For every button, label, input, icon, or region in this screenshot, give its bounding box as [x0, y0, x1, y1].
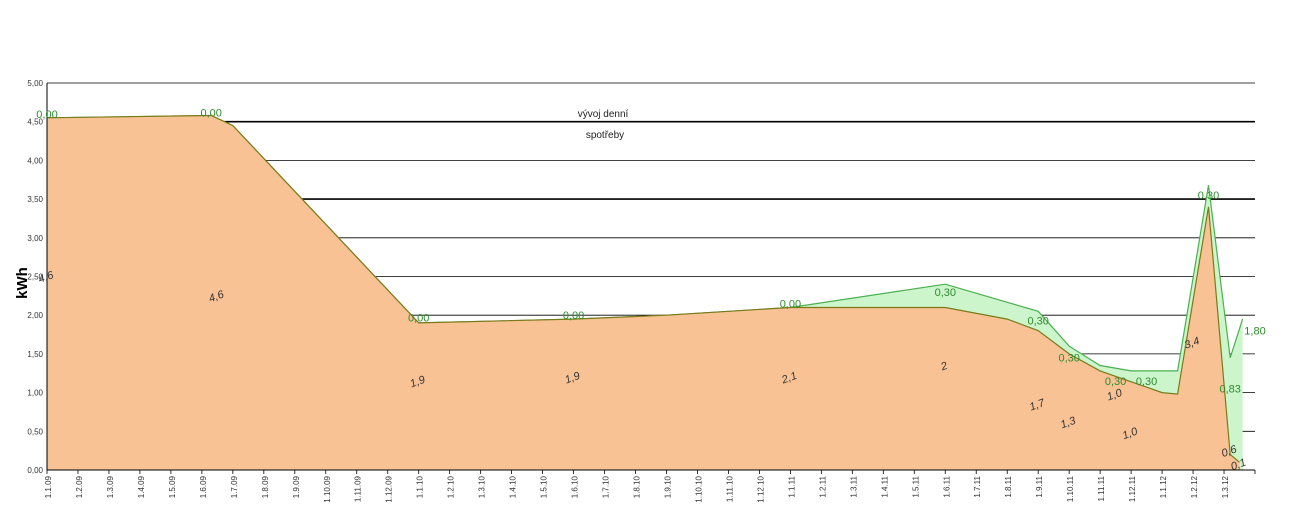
data-label-extra: 0,30	[1198, 190, 1219, 202]
x-tick-label: 1.11.10	[725, 475, 734, 502]
x-tick-label: 1.7.10	[602, 475, 611, 498]
data-label-extra: 0,30	[1058, 353, 1079, 365]
data-label-base: 1,7	[1028, 397, 1047, 414]
data-label-extra: 1,80	[1244, 326, 1265, 338]
chart-title-line-2: spotřeby	[586, 130, 624, 141]
x-tick-label: 1.9.10	[664, 475, 673, 498]
data-label-base: 1,0	[1105, 387, 1124, 404]
y-tick-label: 4,50	[27, 118, 43, 127]
area-base	[47, 115, 1240, 470]
data-label-extra: 0,30	[935, 287, 956, 299]
x-tick-label: 1.4.11	[880, 475, 889, 497]
x-tick-label: 1.3.09	[106, 475, 115, 498]
x-tick-label: 1.3.11	[849, 475, 858, 497]
y-tick-label: 2,00	[27, 311, 43, 320]
x-tick-label: 1.4.10	[509, 475, 518, 498]
data-label-base: 1,9	[563, 370, 581, 387]
y-tick-label: 2,50	[27, 273, 43, 282]
data-label-extra: 0,30	[1105, 376, 1126, 388]
y-tick-label: 3,00	[27, 234, 43, 243]
x-tick-label: 1.7.11	[973, 475, 982, 497]
x-tick-label: 1.3.12	[1221, 475, 1230, 498]
x-tick-label: 1.6.11	[942, 475, 951, 497]
x-tick-label: 1.12.11	[1128, 475, 1137, 502]
y-tick-label: 5,00	[27, 79, 43, 88]
x-tick-label: 1.2.10	[447, 475, 456, 498]
data-label-base: 1,9	[408, 374, 426, 391]
axes	[46, 83, 1256, 474]
x-tick-label: 1.10.10	[695, 475, 704, 502]
data-labels: 4,6 4,6 1,9 1,9 2,1 2 1,7 1,3 1,0 1,0 3,4 0,60,1 0,0…	[36, 107, 1265, 473]
x-tick-labels: 1.1.09 1.2.09 1.3.09 1.4.09 1.5.09 1.6.09 1.7.…	[44, 475, 1230, 502]
data-label-extra: 0,00	[780, 299, 801, 311]
x-tick-label: 1.12.10	[756, 475, 765, 502]
x-tick-label: 1.12.09	[385, 475, 394, 502]
x-tick-label: 1.1.10	[416, 475, 425, 498]
data-label-extra: 0,30	[1136, 376, 1157, 388]
x-tick-label: 1.4.09	[137, 475, 146, 498]
data-label-extra: 0,00	[408, 312, 429, 324]
area-outline-base	[46, 114, 1240, 463]
data-label-extra: 0,30	[1027, 316, 1048, 328]
x-tick-label: 1.8.10	[633, 475, 642, 498]
data-label-base: 1,3	[1059, 415, 1078, 432]
data-label-base: 1,0	[1121, 425, 1140, 442]
y-axis-label: kWh	[14, 267, 31, 299]
y-tick-label: 1,50	[27, 350, 43, 359]
x-tick-label: 1.10.11	[1066, 475, 1075, 502]
y-tick-label: 1,00	[27, 389, 43, 398]
x-tick-label: 1.8.11	[1004, 475, 1013, 497]
y-tick-label: 4,00	[27, 156, 43, 165]
x-tick-label: 1.2.11	[818, 475, 827, 497]
chart-title-line-1: vývoj denní	[578, 109, 629, 120]
x-tick-label: 1.3.10	[478, 475, 487, 498]
x-tick-label: 1.9.09	[292, 475, 301, 498]
data-label-base: 4,6	[207, 288, 226, 305]
data-label-base: 2,1	[779, 370, 798, 387]
x-tick-label: 1.6.10	[571, 475, 580, 498]
x-tick-label: 1.7.09	[230, 475, 239, 498]
x-tick-label: 1.10.09	[323, 475, 332, 502]
data-label-base: 4,6	[37, 269, 56, 286]
data-label-base: 3,4	[1183, 335, 1201, 352]
x-tick-label: 1.11.09	[354, 475, 363, 502]
data-label-extra: 0,00	[36, 109, 57, 121]
data-label-base: 0,6	[1220, 443, 1239, 460]
x-tick-label: 1.5.11	[911, 475, 920, 497]
y-tick-label: 0,00	[27, 466, 43, 475]
x-tick-label: 1.2.12	[1190, 475, 1199, 498]
x-tick-label: 1.8.09	[261, 475, 270, 498]
x-tick-label: 1.6.09	[199, 475, 208, 498]
x-tick-label: 1.1.09	[44, 475, 53, 498]
x-tick-label: 1.11.11	[1097, 475, 1106, 501]
x-tick-label: 1.1.11	[787, 475, 796, 497]
data-label-base: 0,1	[1229, 457, 1247, 474]
y-tick-label: 0,50	[27, 427, 43, 436]
area-series	[46, 114, 1244, 470]
y-tick-label: 3,50	[27, 195, 43, 204]
x-tick-label: 1.5.10	[540, 475, 549, 498]
x-tick-label: 1.5.09	[168, 475, 177, 498]
x-tick-label: 1.1.12	[1159, 475, 1168, 498]
data-label-extra: 0,00	[200, 107, 221, 119]
x-tick-label: 1.9.11	[1035, 475, 1044, 497]
y-tick-labels: 0,00 0,50 1,00 1,50 2,00 2,50 3,00 3,50 4,00 4,50…	[27, 79, 43, 475]
data-label-extra: 0,83	[1219, 384, 1240, 396]
x-tick-label: 1.2.09	[75, 475, 84, 498]
data-label-base: 2	[938, 360, 949, 374]
data-label-extra: 0,00	[563, 310, 584, 322]
